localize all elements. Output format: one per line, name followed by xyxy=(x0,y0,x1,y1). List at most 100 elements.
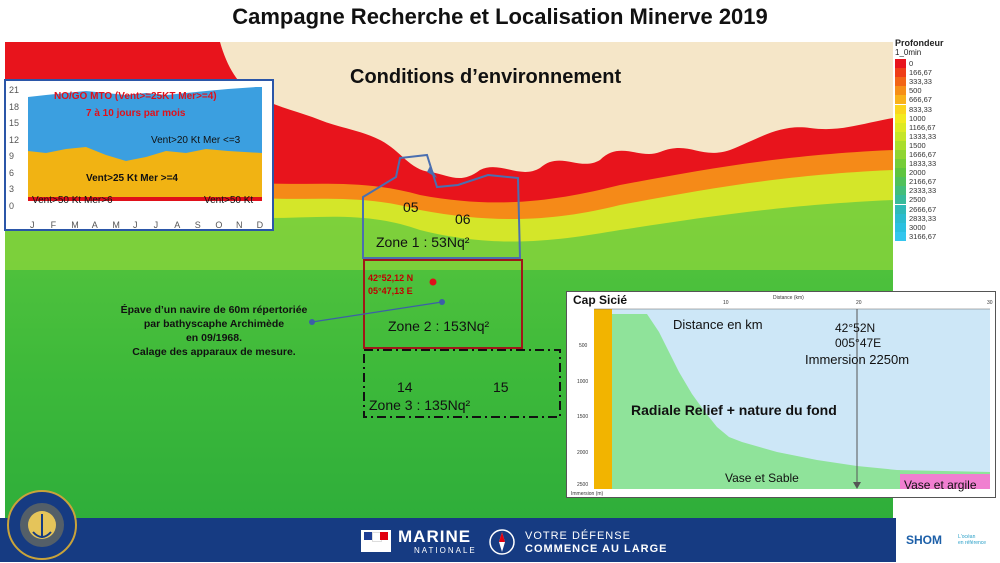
wind-50kt-sea-label: Vent>50 Kt Mer>6 xyxy=(32,195,113,206)
wind-25kt-area xyxy=(28,147,262,201)
depth-profile-panel: Cap Sicié Distance (km) 10 20 30 500 100… xyxy=(566,291,996,498)
profile-radiale-label: Radiale Relief + nature du fond xyxy=(631,402,837,418)
climate-month-tick: J xyxy=(133,220,138,230)
legend-swatch xyxy=(895,149,906,159)
environment-title: Conditions d’environnement xyxy=(350,66,622,88)
profile-xtick-20: 20 xyxy=(856,300,862,306)
legend-swatch xyxy=(895,140,906,150)
profile-ytick-1000: 1000 xyxy=(577,379,589,385)
climate-ytick: 6 xyxy=(9,167,15,178)
legend-label: 166,67 xyxy=(909,68,932,78)
profile-title: Cap Sicié xyxy=(573,293,628,307)
footer-shom-area xyxy=(896,518,1000,562)
legend-swatch xyxy=(895,177,906,187)
legend-row: 0 xyxy=(895,59,1000,69)
profile-xtick-30: 30 xyxy=(987,300,993,306)
zone-2-outline xyxy=(363,259,523,349)
grid-label-15: 15 xyxy=(493,379,509,395)
legend-row: 1000 xyxy=(895,113,1000,123)
marine-logo-text: MARINE xyxy=(398,527,472,546)
legend-swatch xyxy=(895,231,906,241)
slogan-line-2: COMMENCE AU LARGE xyxy=(525,543,668,555)
shom-tagline-line-1: L'océan xyxy=(958,534,976,540)
climate-month-tick: A xyxy=(91,220,98,230)
legend-row: 2833,33 xyxy=(895,213,1000,223)
climate-month-tick: N xyxy=(236,220,243,230)
legend-header: Profondeur xyxy=(895,38,944,48)
wreck-pointer-line xyxy=(311,301,443,323)
legend-label: 2000 xyxy=(909,168,926,178)
slogan-line-1: VOTRE DÉFENSE xyxy=(525,530,631,542)
legend-label: 2166,67 xyxy=(909,177,937,187)
legend-label: 1833,33 xyxy=(909,159,937,169)
zone-1-outline xyxy=(362,153,522,259)
zone-1-arrow xyxy=(427,166,437,178)
legend-swatch xyxy=(895,95,906,105)
grid-label-05: 05 xyxy=(403,199,419,215)
legend-swatch xyxy=(895,159,906,169)
legend-label: 1666,67 xyxy=(909,149,937,159)
legend-label: 2666,67 xyxy=(909,204,937,214)
wreck-line-3: en 09/1968. xyxy=(185,332,243,344)
profile-ytick-2500: 2500 xyxy=(577,482,589,488)
climate-ytick: 15 xyxy=(9,118,20,128)
legend-label: 833,33 xyxy=(909,104,932,114)
land xyxy=(220,42,893,179)
republic-flag-logo xyxy=(361,530,391,552)
legend-label: 2500 xyxy=(909,195,926,205)
climate-month-tick: M xyxy=(71,220,79,230)
legend-row: 500 xyxy=(895,86,1000,96)
depth-legend: Profondeur 1_0min 0 166,67 333,33 500 666,67… xyxy=(895,38,1000,241)
zone-2-label: Zone 2 : 153Nq² xyxy=(388,318,490,334)
climate-month-tick: O xyxy=(215,220,223,230)
weather-climatology-inset: NO/GO MTO (Vent>=25KT Mer>=4) 7 à 10 jou… xyxy=(4,79,274,231)
wreck-line-1: Épave d’un navire de 60m répertoriée xyxy=(120,304,308,316)
legend-row: 3000 xyxy=(895,222,1000,232)
zone-3-label: Zone 3 : 135Nq² xyxy=(369,397,471,413)
legend-swatch xyxy=(895,213,906,223)
legend-label: 3000 xyxy=(909,222,926,232)
profile-sand-label: Vase et Sable xyxy=(725,471,799,485)
legend-swatch xyxy=(895,195,906,205)
climate-ytick: 18 xyxy=(9,101,20,112)
legend-row: 2500 xyxy=(895,195,1000,205)
legend-row: 2666,67 xyxy=(895,204,1000,214)
navy-badge-logo xyxy=(7,490,77,560)
profile-xtick-10: 10 xyxy=(723,300,729,306)
legend-swatch xyxy=(895,168,906,178)
legend-row: 2166,67 xyxy=(895,177,1000,187)
profile-distance-axis-label: Distance (km) xyxy=(773,295,804,301)
profile-seabed xyxy=(612,314,990,489)
legend-row: 1666,67 xyxy=(895,149,1000,159)
anchor-icon xyxy=(20,503,64,547)
profile-distance-label: Distance en km xyxy=(673,317,763,332)
page-title: Campagne Recherche et Localisation Miner… xyxy=(232,4,768,29)
profile-target-arrow xyxy=(853,482,861,489)
legend-swatch xyxy=(895,131,906,141)
wind-50kt-label: Vent>50 Kt xyxy=(204,195,254,206)
shom-tagline: L'océan en référence xyxy=(958,534,986,546)
climate-month-tick: J xyxy=(30,220,35,230)
legend-label: 500 xyxy=(909,86,922,96)
weather-area-chart xyxy=(28,87,262,201)
legend-swatch xyxy=(895,68,906,78)
climate-month-tick: M xyxy=(112,220,120,230)
legend-label: 1500 xyxy=(909,140,926,150)
legend-row: 2333,33 xyxy=(895,186,1000,196)
grid-label-06: 06 xyxy=(455,211,471,227)
zone-3-outline xyxy=(363,349,561,418)
grid-label-14: 14 xyxy=(397,379,413,395)
legend-swatch xyxy=(895,86,906,96)
profile-coast-strip xyxy=(594,309,612,489)
legend-label: 0 xyxy=(909,59,914,69)
legend-row: 1166,67 xyxy=(895,122,1000,132)
legend-row: 666,67 xyxy=(895,95,1000,105)
zone-1-label: Zone 1 : 53Nq² xyxy=(376,234,470,250)
profile-latitude: 42°52N xyxy=(835,321,876,335)
climate-month-tick: D xyxy=(256,220,264,230)
nogo-label: NO/GO MTO (Vent>=25KT Mer>=4) xyxy=(54,91,217,102)
legend-swatch xyxy=(895,222,906,232)
wreck-line-4: Calage des apparaux de mesure. xyxy=(132,346,296,358)
climate-month-tick: J xyxy=(153,220,159,230)
wreck-description: Épave d’un navire de 60m répertoriée par… xyxy=(100,303,328,359)
